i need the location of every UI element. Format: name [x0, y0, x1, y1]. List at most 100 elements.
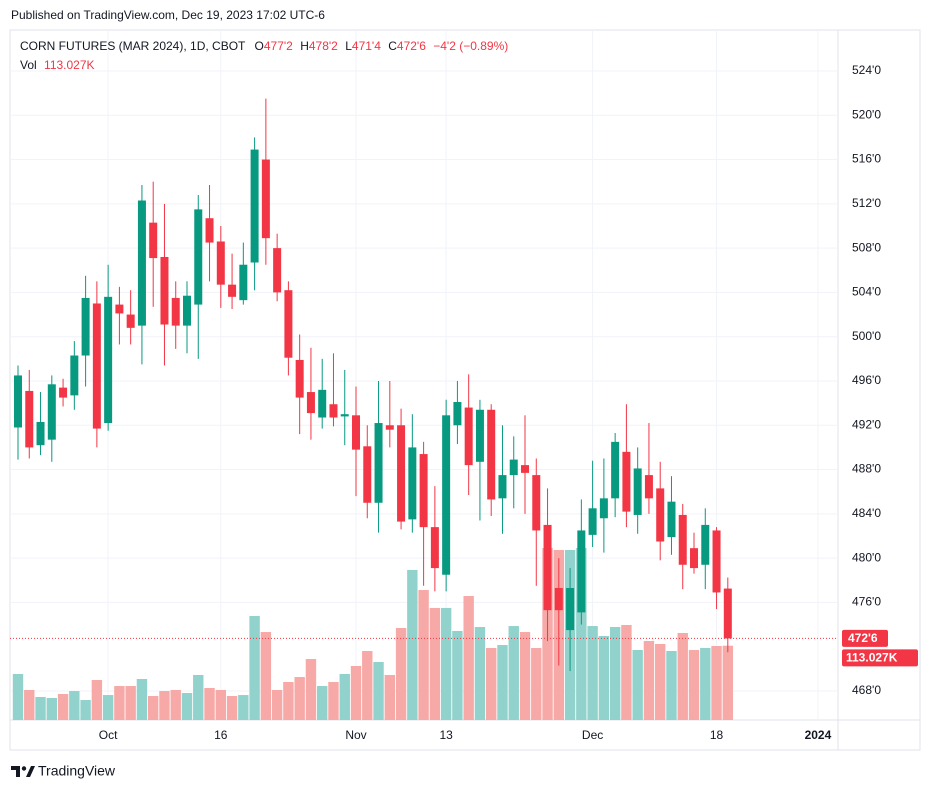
candle-body	[667, 501, 676, 538]
volume-value: 113.027K	[44, 58, 95, 72]
candle-body	[273, 248, 282, 293]
candle-body	[115, 304, 124, 314]
candle-body	[712, 530, 721, 593]
candle-body	[47, 384, 56, 440]
candle-body	[566, 588, 575, 631]
volume-bar	[722, 645, 734, 720]
y-tick-label: 516'0	[852, 152, 881, 166]
legend: CORN FUTURES (MAR 2024), 1D, CBOT O477'2…	[20, 39, 508, 53]
volume-bar	[598, 636, 610, 720]
published-note: Published on TradingView.com, Dec 19, 20…	[11, 8, 325, 22]
y-tick-label: 488'0	[852, 462, 881, 476]
candle-body	[352, 415, 361, 450]
volume-bar	[463, 595, 474, 720]
volume-bar	[418, 590, 429, 720]
candle-body	[408, 447, 417, 520]
candle-body	[329, 404, 338, 418]
candle-body	[554, 588, 563, 611]
candle-body	[543, 524, 552, 611]
candles	[10, 98, 838, 672]
candle-body	[453, 402, 462, 426]
x-tick-label: 13	[439, 728, 453, 742]
volume-bar	[159, 691, 170, 720]
volume-bar	[497, 645, 508, 720]
candle-body	[397, 425, 406, 522]
volume-bar	[12, 674, 24, 720]
volume-bar	[69, 691, 80, 720]
candle-body	[36, 421, 45, 446]
candle-body	[13, 375, 22, 428]
volume-bar	[609, 627, 621, 720]
volume-bar	[700, 647, 711, 720]
volume-bar	[677, 632, 688, 720]
legend-key: C	[388, 39, 397, 53]
candle-body	[487, 409, 496, 500]
volume-bar	[226, 696, 238, 720]
candle-body	[509, 459, 518, 476]
legend-key: O	[255, 39, 264, 53]
candle-body	[498, 475, 507, 499]
candle-body	[723, 588, 732, 639]
x-tick-label: Oct	[99, 728, 118, 742]
volume-bar	[57, 693, 69, 720]
candle-body	[228, 284, 237, 297]
candle-body	[644, 475, 653, 499]
candle-body	[599, 498, 608, 519]
volume-bar	[249, 615, 260, 720]
volume-bar	[181, 692, 193, 720]
volume-bar	[362, 651, 373, 720]
volume-bar	[24, 689, 35, 720]
volume-bar	[350, 665, 362, 720]
candle-body	[318, 389, 327, 418]
candle-body	[464, 407, 473, 466]
candle-body	[194, 209, 203, 305]
last-price-label: 472'6	[848, 631, 878, 645]
x-tick-label: 16	[214, 728, 228, 742]
y-tick-label: 500'0	[852, 329, 881, 343]
legend-value: 478'2	[309, 39, 338, 53]
volume-bar	[587, 626, 598, 720]
y-tick-label: 484'0	[852, 506, 881, 520]
y-tick-label: 480'0	[852, 550, 881, 564]
candle-body	[385, 425, 394, 430]
volume-bar	[260, 632, 272, 720]
volume-bar	[114, 686, 125, 720]
volume-legend: Vol 113.027K	[20, 58, 95, 72]
volume-bar	[204, 687, 215, 720]
volume-name: Vol	[20, 58, 37, 72]
candle-body	[70, 355, 79, 396]
candle-body	[81, 297, 90, 356]
x-tick-label: 18	[710, 728, 724, 742]
candle-body	[216, 241, 225, 285]
volume-bar	[531, 647, 542, 720]
candle-body	[633, 468, 642, 515]
volume-bar	[148, 696, 159, 720]
candle-body	[205, 218, 214, 243]
candle-body	[622, 451, 631, 512]
brand-name: TradingView	[38, 763, 116, 779]
last-volume-tag	[842, 649, 918, 667]
volume-bars	[12, 548, 734, 720]
candle-body	[104, 296, 113, 424]
grid	[10, 30, 838, 720]
candle-body	[295, 359, 304, 398]
x-tick-label: 2024	[805, 728, 832, 742]
x-tick-label: Dec	[582, 728, 603, 742]
candle-body	[340, 414, 349, 417]
volume-bar	[486, 647, 497, 720]
y-tick-label: 508'0	[852, 240, 881, 254]
volume-bar	[452, 630, 463, 720]
legend-key: H	[300, 39, 309, 53]
candle-body	[261, 159, 270, 239]
legend-value: 477'2	[264, 39, 293, 53]
legend-key: L	[345, 39, 352, 53]
candle-body	[149, 222, 158, 259]
candle-body	[701, 524, 710, 565]
candle-body	[430, 527, 439, 569]
volume-bar	[519, 632, 531, 720]
candle-body	[59, 387, 68, 398]
volume-bar	[474, 627, 486, 720]
volume-bar	[294, 677, 305, 720]
last-price-tag	[842, 629, 888, 647]
volume-bar	[395, 628, 407, 720]
